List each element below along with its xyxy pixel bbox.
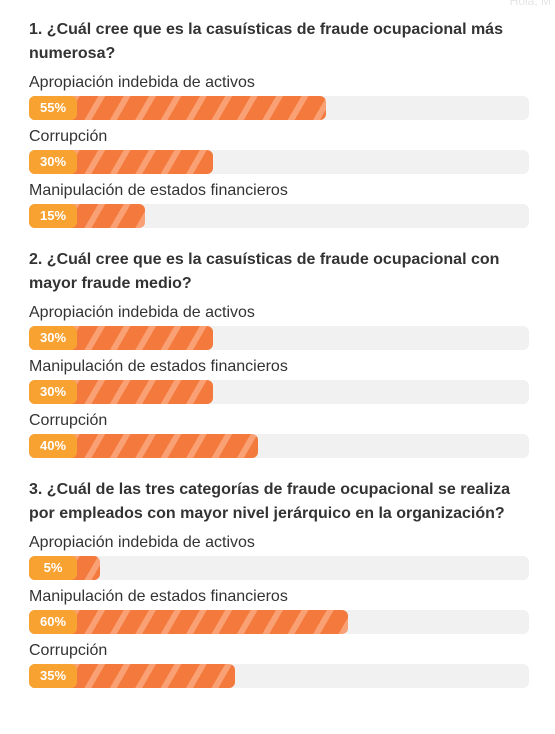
value-label: 15% [29,204,77,228]
option-label: Apropiación indebida de activos [29,304,255,321]
question-title: 2. ¿Cuál cree que es la casuísticas de f… [29,251,500,292]
bar [29,610,349,634]
question: 2. ¿Cuál cree que es la casuísticas de f… [29,248,529,458]
option-label: Manipulación de estados financieros [29,358,288,375]
bar-track: 35% [29,664,529,688]
value-label: 35% [29,664,77,688]
question: 3. ¿Cuál de las tres categorías de fraud… [29,478,529,688]
bar-track: 5% [29,556,529,580]
option-label: Apropiación indebida de activos [29,74,255,91]
option-label: Apropiación indebida de activos [29,534,255,551]
value-label: 5% [29,556,77,580]
option-label: Manipulación de estados financieros [29,182,288,199]
value-label: 40% [29,434,77,458]
bar-track: 40% [29,434,529,458]
poll-results: 1. ¿Cuál cree que es la casuísticas de f… [29,18,529,708]
bar-track: 55% [29,96,529,120]
value-label: 30% [29,326,77,350]
value-label: 30% [29,380,77,404]
value-label: 30% [29,150,77,174]
bar-track: 15% [29,204,529,228]
option-label: Corrupción [29,642,108,659]
option-label: Corrupción [29,128,108,145]
user-greeting: Hola, M [509,0,551,8]
question-title: 3. ¿Cuál de las tres categorías de fraud… [29,481,511,522]
bar-track: 30% [29,150,529,174]
option-label: Manipulación de estados financieros [29,588,288,605]
bar-track: 60% [29,610,529,634]
bar-track: 30% [29,326,529,350]
bar [29,96,326,120]
question: 1. ¿Cuál cree que es la casuísticas de f… [29,18,529,228]
question-title: 1. ¿Cuál cree que es la casuísticas de f… [29,21,503,62]
value-label: 55% [29,96,77,120]
bar-track: 30% [29,380,529,404]
option-label: Corrupción [29,412,108,429]
value-label: 60% [29,610,77,634]
